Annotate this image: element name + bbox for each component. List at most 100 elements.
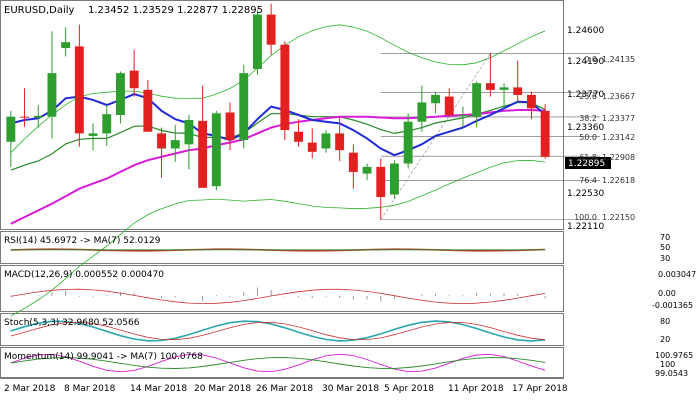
fib-label: 50.0: [579, 133, 597, 142]
price-tick-label: 1.23360: [567, 123, 604, 133]
fib-trend-line: [380, 53, 491, 220]
candle-body: [431, 94, 441, 104]
candle-body: [170, 140, 180, 149]
price-panel-frame: [0, 0, 564, 230]
fib-value: 1.23667: [602, 92, 635, 101]
candle-body: [348, 152, 358, 172]
rsi-tick: 70: [660, 233, 670, 242]
momentum-ma-line: [10, 357, 546, 369]
candle-body: [444, 96, 454, 115]
candle-body: [74, 46, 84, 134]
candle-body: [157, 133, 167, 149]
candle-body: [540, 110, 550, 157]
macd-tick: 0.003047: [658, 270, 696, 279]
date-label: 20 Mar 2018: [194, 384, 251, 394]
momentum-panel-frame: [0, 347, 564, 378]
symbol-timeframe: EURUSD,Daily: [4, 5, 75, 16]
current-price-tag: [565, 157, 611, 169]
price-tick-label: 1.24600: [567, 26, 604, 36]
candle-body: [472, 83, 482, 117]
macd-tick: 0.00: [658, 289, 676, 298]
candle-body: [129, 70, 139, 89]
candle-body: [458, 115, 468, 116]
candle-body: [61, 42, 71, 49]
candle-body: [485, 83, 495, 90]
price-axis: 1.24600 1.24190 1.23770 1.23360 1.22530 …: [565, 26, 611, 232]
candle-body: [321, 133, 331, 149]
candle-body: [307, 142, 317, 152]
fib-label: 100.0: [574, 213, 597, 222]
candle-body: [33, 115, 43, 118]
date-label: 2 Mar 2018: [4, 384, 56, 394]
ohlc-readout: 1.23452 1.23529 1.22877 1.22895: [88, 5, 263, 16]
candle-body: [115, 73, 125, 115]
candle-body: [280, 44, 290, 131]
stoch-signal-line: [10, 321, 546, 341]
stoch-main-line: [10, 320, 546, 342]
fib-value: 1.23377: [602, 114, 635, 123]
lower-band: [10, 159, 546, 317]
ma-slow-line: [10, 109, 546, 225]
fib-value: 1.24135: [602, 55, 635, 64]
candles: [6, 3, 550, 220]
momentum-title: Momentum(14) 99.9041 -> MA(7) 100.0768: [4, 352, 203, 362]
bollinger-bands: [10, 24, 546, 317]
candle-body: [143, 89, 153, 132]
fib-value: 1.22618: [602, 176, 635, 185]
date-label: 11 Apr 2018: [448, 384, 504, 394]
moving-averages: [10, 93, 546, 225]
indicator-lines: [10, 248, 546, 373]
candle-body: [266, 14, 276, 45]
candle-body: [499, 87, 509, 90]
fib-value: 1.22908: [602, 153, 635, 162]
rsi-panel-frame: [0, 231, 564, 264]
candle-body: [88, 133, 98, 136]
date-label: 30 Mar 2018: [322, 384, 379, 394]
upper-band: [10, 24, 546, 153]
fib-labels: 0.0 1.24135 23.6 1.23667 38.2 1.23377 50…: [574, 55, 635, 222]
candle-body: [389, 163, 399, 195]
candle-body: [225, 112, 235, 141]
candle-body: [239, 73, 249, 141]
candle-body: [403, 121, 413, 164]
price-tick-label: 1.22110: [567, 222, 604, 232]
candle-body: [198, 120, 208, 188]
price-tick-label: 1.22530: [567, 189, 604, 199]
fib-label: 38.2: [579, 114, 597, 123]
stoch-title: Stoch(5,3,3) 32.9680 52.0566: [4, 318, 140, 328]
candle-body: [6, 116, 16, 142]
fib-label: 23.6: [579, 92, 597, 101]
stoch-tick: 20: [660, 335, 670, 344]
date-label: 5 Apr 2018: [384, 384, 434, 394]
candle-body: [102, 114, 112, 134]
date-label: 26 Mar 2018: [256, 384, 313, 394]
fib-label: 61.8: [579, 153, 597, 162]
candle-body: [376, 166, 386, 198]
macd-panel-frame: [0, 265, 564, 312]
candle-body: [417, 102, 427, 122]
stoch-panel-frame: [0, 313, 564, 346]
price-tick-label: 1.24190: [567, 57, 604, 67]
candle-body: [211, 113, 221, 187]
date-label: 8 Mar 2018: [64, 384, 116, 394]
stoch-tick: 80: [660, 317, 670, 326]
fib-label: 0.0: [584, 55, 597, 64]
price-tick-label: 1.23770: [567, 90, 604, 100]
current-price-text: 1.22895: [568, 159, 605, 169]
macd-signal-line: [10, 288, 546, 305]
fib-value: 1.23142: [602, 133, 635, 142]
rsi-tick: 50: [660, 243, 670, 252]
candle-body: [526, 94, 536, 109]
candle-body: [513, 87, 523, 95]
indicator-axes: 70 50 30 0.003047 0.00 -0.001365 80 20 1…: [652, 233, 696, 378]
date-label: 14 Mar 2018: [130, 384, 187, 394]
macd-title: MACD(12,26,9) 0.000552 0.000470: [4, 270, 164, 280]
candle-body: [294, 131, 304, 142]
momentum-tick: 100.9765: [655, 351, 693, 360]
fib-value: 1.22150: [602, 213, 635, 222]
date-label: 17 Apr 2018: [512, 384, 568, 394]
candle-body: [252, 14, 262, 69]
momentum-tick: 99.0543: [655, 369, 688, 378]
